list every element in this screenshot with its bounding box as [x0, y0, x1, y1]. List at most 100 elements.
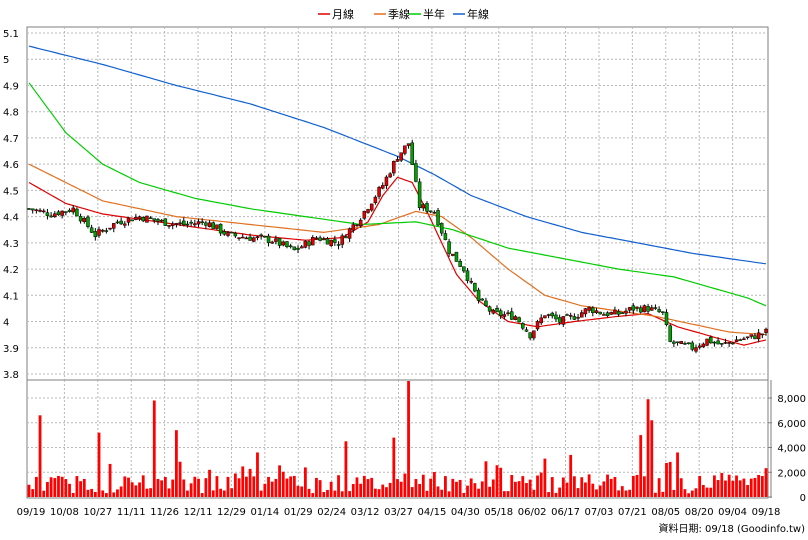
candle — [594, 307, 599, 315]
volume-bar — [252, 476, 256, 497]
volume-bar — [208, 469, 211, 497]
candle — [403, 145, 407, 156]
price-tick-labels: 5.1 5 4.9 4.8 4.7 4.6 4.5 4.4 4.3 4.2 4.1 4 3.9 3.8 — [3, 29, 19, 381]
candle — [119, 217, 123, 225]
volume-bar — [149, 488, 153, 497]
candle — [222, 229, 227, 236]
date-label: 06/02 — [518, 507, 547, 518]
volume-bar — [373, 488, 377, 497]
volume-bar — [396, 479, 399, 497]
volume-bar — [27, 484, 31, 497]
volume-bar — [215, 476, 219, 497]
candle — [152, 218, 157, 224]
date-label: 04/15 — [417, 507, 446, 518]
volume-bar — [82, 478, 86, 497]
volume-bar — [167, 488, 171, 497]
volume-bar — [617, 490, 620, 497]
price-plot-area — [26, 26, 769, 381]
candle — [244, 236, 249, 240]
volume-bar — [451, 478, 455, 497]
candle — [292, 246, 297, 251]
date-label: 03/27 — [384, 507, 413, 518]
date-label: 08/20 — [685, 507, 714, 518]
volume-bar — [38, 415, 42, 497]
volume-bar — [495, 465, 499, 497]
date-label: 10/27 — [83, 507, 112, 518]
candle — [605, 311, 610, 318]
volume-bar — [528, 479, 532, 497]
volume-bar — [160, 480, 164, 497]
candle — [27, 208, 31, 210]
candle — [443, 230, 448, 241]
date-label: 01/14 — [250, 507, 279, 518]
candle — [270, 240, 274, 244]
volume-bar — [746, 485, 749, 497]
candle — [174, 222, 179, 228]
candle — [690, 340, 695, 352]
volume-bar — [245, 476, 248, 497]
candle — [532, 330, 536, 341]
volume-bar — [624, 490, 628, 497]
volume-bar — [480, 481, 484, 497]
volume-bar — [351, 484, 355, 497]
legend: 月線 季線 半年 年線 — [318, 7, 489, 21]
candle — [664, 309, 669, 327]
volume-bar — [156, 478, 160, 497]
candle — [465, 267, 470, 284]
candle — [598, 311, 602, 315]
candle — [495, 305, 499, 313]
volume-bar — [152, 400, 156, 497]
volume-bar — [222, 490, 226, 497]
candle — [484, 297, 488, 308]
volume-bar — [130, 482, 134, 497]
volume-tick-label: 6,000 — [777, 419, 806, 430]
candle — [296, 245, 300, 254]
candle — [178, 219, 182, 227]
volume-bar — [377, 489, 381, 497]
candle — [60, 210, 64, 219]
volume-tick-labels: 8,000 6,000 4,000 2,000 0 — [768, 380, 806, 504]
date-label: 05/18 — [484, 507, 513, 518]
candle — [723, 338, 728, 344]
candle — [701, 342, 706, 348]
volume-bar — [388, 482, 392, 497]
volume-bar — [455, 481, 458, 497]
volume-bar — [613, 476, 617, 497]
volume-bar — [237, 478, 241, 497]
volume-bar — [418, 484, 422, 497]
legend-label-ma60: 季線 — [388, 7, 410, 21]
candle — [657, 306, 661, 313]
volume-bar — [687, 493, 691, 497]
price-tick-label: 4.3 — [3, 239, 19, 250]
candle — [576, 314, 580, 322]
volume-bar — [171, 479, 175, 497]
volume-bar — [466, 485, 469, 497]
volume-bar — [211, 490, 215, 497]
date-label: 11/26 — [150, 507, 179, 518]
date-label: 06/17 — [551, 507, 580, 518]
volume-bar — [620, 486, 624, 497]
volume-bar — [602, 481, 606, 497]
volume-bar — [665, 462, 668, 497]
candle — [565, 313, 569, 316]
date-label: 12/11 — [184, 507, 213, 518]
candle — [653, 304, 658, 310]
candle — [200, 218, 204, 226]
candle — [561, 316, 566, 327]
volume-bar — [182, 479, 186, 497]
volume-bar — [720, 472, 724, 497]
candle — [613, 306, 617, 315]
candle — [760, 333, 765, 339]
candle — [679, 340, 683, 344]
candle — [377, 185, 381, 200]
volume-bar — [584, 482, 587, 497]
candle — [602, 312, 606, 316]
candle — [204, 220, 208, 230]
candle — [134, 213, 138, 221]
volume-bar — [112, 492, 116, 497]
volume-bar — [300, 486, 304, 497]
data-date-footer: 資料日期: 09/18 (Goodinfo.tw) — [658, 522, 805, 535]
candle — [167, 224, 171, 229]
candle — [34, 208, 39, 214]
